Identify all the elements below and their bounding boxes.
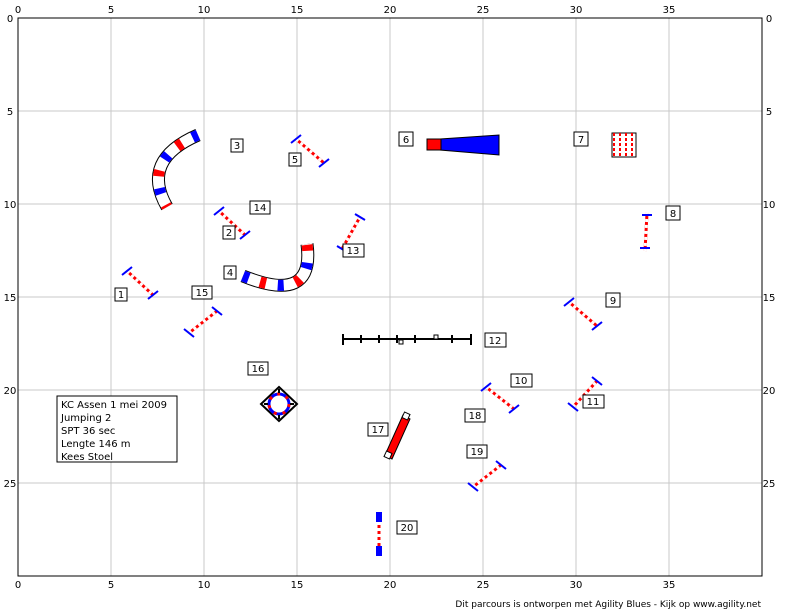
obstacle-number-15: 15 xyxy=(191,285,213,300)
course-info-box: KC Assen 1 mei 2009 Jumping 2 SPT 36 sec… xyxy=(56,395,178,463)
svg-text:6: 6 xyxy=(403,135,409,146)
top-tick-label: 20 xyxy=(384,5,397,16)
jump-11[interactable] xyxy=(567,376,603,412)
top-tick-label: 30 xyxy=(570,5,583,16)
course-grid xyxy=(18,18,762,576)
left-tick-label: 0 xyxy=(7,14,13,25)
obstacle-number-7: 7 xyxy=(573,131,589,147)
info-judge: Kees Stoel xyxy=(61,452,113,463)
collapsed-tunnel-6[interactable] xyxy=(426,134,500,156)
bottom-tick-label: 5 xyxy=(108,580,114,591)
obstacle-number-5: 5 xyxy=(288,152,302,167)
jump-20[interactable] xyxy=(376,512,382,556)
obstacle-number-1: 1 xyxy=(114,287,128,302)
svg-text:3: 3 xyxy=(234,141,240,152)
top-tick-label: 35 xyxy=(663,5,676,16)
svg-text:2: 2 xyxy=(226,228,232,239)
bottom-tick-label: 20 xyxy=(384,580,397,591)
svg-text:17: 17 xyxy=(372,425,385,436)
top-tick-label: 0 xyxy=(15,5,21,16)
obstacle-number-16: 16 xyxy=(247,361,269,376)
long-jump-17[interactable] xyxy=(383,411,411,460)
svg-text:9: 9 xyxy=(610,296,616,307)
svg-text:1: 1 xyxy=(118,290,124,301)
svg-text:18: 18 xyxy=(469,411,482,422)
svg-text:15: 15 xyxy=(196,288,209,299)
svg-text:5: 5 xyxy=(292,155,298,166)
left-tick-label: 25 xyxy=(4,479,17,490)
obstacle-number-19: 19 xyxy=(466,444,488,459)
bottom-tick-label: 35 xyxy=(663,580,676,591)
jump-15[interactable] xyxy=(183,306,223,338)
right-tick-label: 10 xyxy=(763,200,776,211)
jump-9[interactable] xyxy=(563,297,603,331)
top-tick-label: 5 xyxy=(108,5,114,16)
right-tick-label: 15 xyxy=(763,293,776,304)
bottom-axis-ticks: 0 5 10 15 20 25 30 35 xyxy=(15,580,676,591)
obstacle-number-10: 10 xyxy=(510,373,533,388)
obstacle-number-20: 20 xyxy=(396,520,418,535)
svg-text:7: 7 xyxy=(578,135,584,146)
svg-text:10: 10 xyxy=(515,376,528,387)
bottom-tick-label: 0 xyxy=(15,580,21,591)
obstacle-number-3: 3 xyxy=(230,138,244,153)
svg-text:11: 11 xyxy=(587,397,600,408)
bottom-tick-label: 15 xyxy=(291,580,304,591)
left-tick-label: 5 xyxy=(7,107,13,118)
svg-text:13: 13 xyxy=(347,246,360,257)
jump-1[interactable] xyxy=(121,266,159,300)
info-event: KC Assen 1 mei 2009 xyxy=(61,400,167,411)
svg-text:12: 12 xyxy=(489,336,502,347)
svg-text:19: 19 xyxy=(471,447,484,458)
right-axis-ticks: 0 5 10 15 20 25 xyxy=(763,14,776,490)
info-length: Lengte 146 m xyxy=(61,439,131,450)
obstacle-number-14: 14 xyxy=(249,200,271,215)
jump-10[interactable] xyxy=(480,382,520,414)
footer-credit: Dit parcours is ontworpen met Agility Bl… xyxy=(455,600,761,610)
obstacles xyxy=(121,129,652,556)
left-tick-label: 20 xyxy=(4,386,17,397)
right-tick-label: 0 xyxy=(766,14,772,25)
right-tick-label: 5 xyxy=(766,107,772,118)
obstacle-number-11: 11 xyxy=(582,394,605,409)
course-boundary xyxy=(17,17,763,577)
bottom-tick-label: 30 xyxy=(570,580,583,591)
obstacle-number-12: 12 xyxy=(484,332,507,348)
table-16[interactable] xyxy=(259,385,299,423)
jump-19[interactable] xyxy=(467,460,507,492)
bottom-tick-label: 25 xyxy=(477,580,490,591)
top-axis-ticks: 0 5 10 15 20 25 30 35 xyxy=(15,5,676,16)
bottom-tick-label: 10 xyxy=(198,580,211,591)
right-tick-label: 20 xyxy=(763,386,776,397)
info-spt: SPT 36 sec xyxy=(61,426,115,437)
svg-text:4: 4 xyxy=(227,268,233,279)
jump-5[interactable] xyxy=(290,134,330,168)
top-tick-label: 15 xyxy=(291,5,304,16)
jump-2[interactable] xyxy=(213,206,251,240)
weave-poles-12[interactable] xyxy=(342,334,472,345)
obstacle-number-labels: 1 2 3 4 5 6 7 8 9 10 11 12 13 14 15 16 1… xyxy=(114,131,681,535)
top-tick-label: 10 xyxy=(198,5,211,16)
obstacle-number-9: 9 xyxy=(605,292,621,308)
obstacle-number-17: 17 xyxy=(367,422,389,437)
axis-ticks: 0 5 10 15 20 25 30 35 0 5 10 15 20 25 30 35 0510152025… xyxy=(4,5,776,591)
panel-jump-7[interactable] xyxy=(611,132,637,158)
svg-text:16: 16 xyxy=(252,364,265,375)
obstacle-number-8: 8 xyxy=(665,205,681,221)
svg-text:8: 8 xyxy=(670,209,676,220)
obstacle-number-6: 6 xyxy=(398,131,414,147)
left-tick-label: 10 xyxy=(4,200,17,211)
left-tick-label: 15 xyxy=(4,293,17,304)
right-tick-label: 25 xyxy=(763,479,776,490)
svg-text:20: 20 xyxy=(401,523,414,534)
obstacle-number-18: 18 xyxy=(464,408,486,423)
obstacle-number-2: 2 xyxy=(222,225,236,240)
info-class: Jumping 2 xyxy=(60,413,111,424)
obstacle-number-4: 4 xyxy=(223,265,237,280)
left-axis-ticks: 0 5 10 15 20 25 xyxy=(4,14,17,490)
top-tick-label: 25 xyxy=(477,5,490,16)
obstacle-number-13: 13 xyxy=(342,243,365,258)
svg-text:14: 14 xyxy=(254,203,267,214)
jump-8[interactable] xyxy=(640,212,652,252)
